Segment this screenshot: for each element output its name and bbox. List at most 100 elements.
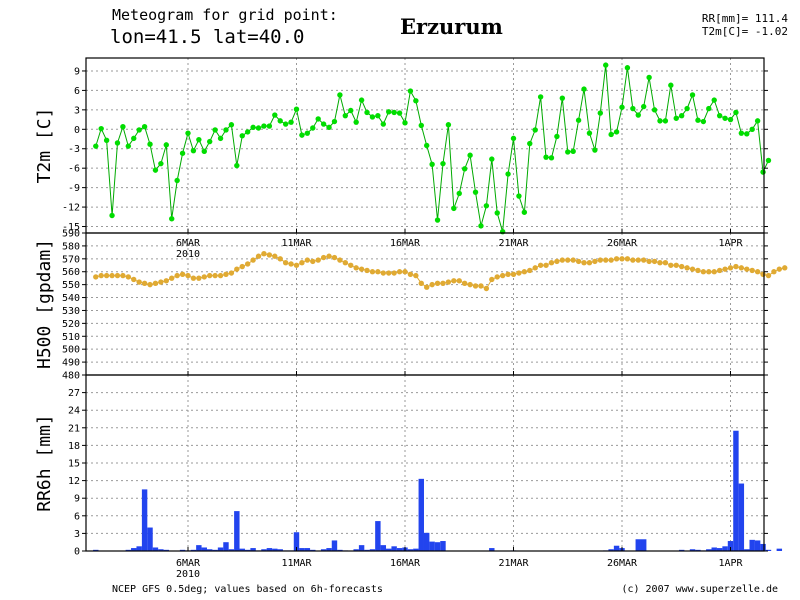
temperature-point: [505, 171, 511, 177]
h500-point: [630, 257, 636, 263]
date-tick-label: 1APR: [718, 558, 743, 569]
temperature-point: [548, 155, 555, 161]
temperature-point: [234, 162, 240, 169]
temperature-point: [266, 123, 273, 129]
h500-point: [624, 256, 631, 262]
h500-point: [391, 270, 397, 276]
rain-bar: [331, 540, 338, 551]
h500-point: [386, 270, 392, 276]
y-tick-label: 24: [68, 406, 80, 417]
h500-point: [364, 267, 370, 274]
y-tick-label: 6: [74, 511, 80, 522]
temperature-point: [695, 117, 701, 123]
y-tick-label: 3: [74, 529, 80, 540]
temperature-point: [657, 118, 663, 124]
temperature-point: [250, 124, 256, 131]
rain-bar: [613, 545, 620, 551]
temperature-point: [722, 115, 728, 121]
h500-point: [331, 254, 338, 261]
h500-point: [120, 272, 126, 279]
h500-point: [733, 263, 739, 270]
rain-bar: [326, 548, 332, 551]
temperature-point: [744, 131, 750, 137]
rain-bar: [131, 548, 137, 551]
temperature-point: [613, 129, 620, 135]
h500-point: [380, 270, 386, 276]
temperature-point: [429, 161, 435, 167]
h500-point: [575, 258, 582, 265]
rain-bar: [396, 548, 403, 551]
temperature-point: [711, 97, 717, 103]
temperature-point: [239, 133, 245, 139]
h500-point: [277, 256, 283, 262]
temperature-point: [635, 112, 641, 118]
rain-bar: [223, 542, 229, 551]
temperature-point: [651, 107, 658, 113]
temperature-point: [147, 141, 153, 147]
rain-bar: [407, 549, 414, 551]
date-tick-label: 1APR: [718, 238, 743, 249]
rain-bar: [375, 521, 381, 551]
h500-point: [179, 271, 186, 278]
temperature-point: [673, 115, 679, 121]
h500-point: [706, 269, 712, 275]
y-tick-label: 590: [62, 229, 80, 240]
rain-bar: [261, 549, 267, 551]
temperature-point: [575, 117, 582, 123]
h500-point: [223, 271, 229, 278]
temperature-point: [342, 112, 349, 119]
rain-bar: [158, 549, 164, 551]
y-tick-label: 12: [68, 476, 80, 487]
temperature-point: [326, 124, 332, 131]
h500-point: [559, 257, 566, 263]
rain-bar: [358, 545, 365, 551]
temperature-point: [521, 209, 528, 215]
h500-point: [527, 267, 533, 274]
temperature-point: [228, 122, 235, 128]
h500-point: [521, 269, 528, 275]
temperature-point: [103, 137, 110, 144]
h500-point: [603, 257, 609, 263]
temperature-point: [532, 127, 538, 133]
h500-point: [174, 272, 180, 279]
h500-point: [293, 262, 300, 268]
h500-point: [163, 278, 169, 284]
y-tick-label: 550: [62, 280, 80, 291]
temperature-point: [684, 105, 690, 112]
temperature-point: [310, 125, 316, 131]
h500-point: [207, 272, 213, 279]
temperature-point: [668, 82, 674, 88]
temperature-point: [163, 142, 169, 148]
h500-point: [651, 258, 658, 265]
temperature-point: [586, 130, 593, 136]
temperature-point: [217, 135, 224, 142]
y-tick-label: -12: [62, 203, 80, 214]
h500-point: [185, 272, 191, 279]
temperature-point: [456, 190, 462, 197]
h500-point: [402, 269, 408, 275]
h500-point: [505, 271, 511, 278]
h500-point: [499, 272, 506, 279]
h500-point: [310, 258, 316, 265]
rain-bar: [228, 549, 235, 551]
temperature-point: [169, 216, 175, 222]
h500-point: [510, 271, 517, 278]
y-tick-label: -9: [68, 183, 80, 194]
rain-bar: [239, 548, 245, 551]
temperature-point: [483, 203, 490, 209]
rain-bar: [272, 548, 278, 551]
rain-bar: [440, 541, 446, 551]
h500-point: [695, 267, 701, 274]
rain-bar: [277, 549, 283, 551]
h500-point: [217, 272, 224, 279]
h500-point: [782, 265, 788, 271]
h500-point: [445, 279, 452, 285]
temperature-point: [543, 154, 549, 160]
h500-point: [93, 274, 99, 280]
rain-bar: [689, 549, 696, 551]
temperature-point: [369, 114, 376, 120]
rain-bar: [293, 532, 300, 551]
h500-point: [348, 262, 354, 268]
temperature-point: [353, 119, 359, 125]
